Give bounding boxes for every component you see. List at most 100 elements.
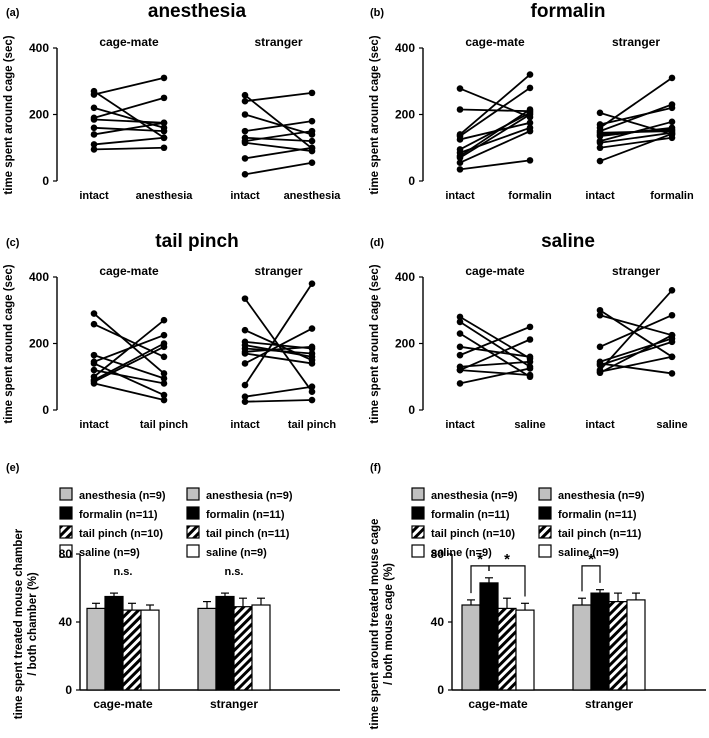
data-point: [160, 119, 168, 127]
data-point: [668, 338, 676, 346]
subject-line: [244, 345, 313, 353]
x-tick-label: intact: [230, 419, 260, 431]
legend-label: formalin (n=11): [206, 509, 285, 521]
legend-swatch: [59, 525, 73, 539]
group-label: stranger: [612, 264, 660, 278]
subject-line: [599, 106, 673, 126]
x-tick-label: formalin: [650, 190, 694, 202]
data-point: [456, 380, 464, 387]
group-label: cage-mate: [99, 264, 159, 278]
legend-swatch: [411, 544, 425, 558]
subject-line: [93, 323, 165, 358]
legend-swatch: [59, 487, 73, 501]
data-point: [241, 295, 249, 302]
data-point: [596, 139, 604, 147]
legend-label: saline (n=9): [431, 547, 492, 559]
legend-swatch: [538, 506, 552, 520]
legend-swatch: [59, 544, 73, 558]
subject-line: [599, 136, 673, 149]
bar-saline: [515, 609, 535, 691]
data-point: [526, 127, 534, 135]
significance-bracket: [488, 565, 526, 597]
data-point: [90, 131, 98, 138]
subject-line: [244, 130, 313, 142]
group-label: stranger: [254, 264, 302, 278]
y-axis-label-line: time spent treated mouse chamber: [13, 528, 25, 719]
data-point: [596, 369, 604, 377]
data-point: [526, 371, 534, 379]
legend-label: formalin (n=11): [431, 509, 510, 521]
subject-line: [93, 354, 165, 380]
data-point: [90, 360, 98, 367]
data-point: [90, 91, 98, 98]
data-point: [668, 370, 676, 377]
data-point: [308, 350, 316, 357]
data-point: [241, 350, 249, 357]
data-point: [596, 361, 604, 369]
data-point: [308, 117, 316, 125]
data-point: [241, 127, 249, 135]
subject-line: [459, 326, 531, 356]
subject-line: [244, 347, 313, 355]
legend-swatch: [538, 487, 552, 501]
panel-d: (d) saline time spent around cage (sec) 0 20…: [369, 231, 688, 431]
data-point: [160, 144, 168, 152]
x-tick-label: intact: [585, 419, 615, 431]
subject-line: [599, 77, 673, 129]
data-point: [308, 388, 316, 396]
panel-label: (b): [370, 7, 384, 19]
subject-line: [459, 113, 531, 159]
data-point: [456, 351, 464, 359]
data-point: [526, 106, 534, 113]
legend-label: formalin (n=11): [79, 509, 158, 521]
x-category-label: stranger: [210, 697, 258, 711]
legend-label: saline (n=9): [206, 547, 267, 559]
subject-line: [93, 312, 165, 375]
y-tick-label: 400: [29, 41, 49, 55]
data-point: [456, 330, 464, 337]
subject-line: [599, 355, 673, 373]
subject-line: [244, 161, 313, 176]
subject-line: [244, 283, 313, 386]
data-point: [456, 106, 464, 113]
subject-line: [599, 314, 673, 337]
significance-star: *: [504, 551, 510, 568]
data-point: [596, 109, 604, 117]
subject-line: [244, 94, 313, 150]
data-point: [241, 398, 249, 405]
data-point: [456, 318, 464, 326]
subject-line: [93, 342, 165, 381]
significance-bracket: [581, 565, 601, 592]
legend-swatch: [186, 506, 200, 520]
subject-line: [93, 146, 165, 151]
group-label: cage-mate: [99, 35, 159, 49]
data-point: [456, 159, 464, 167]
subject-line: [459, 367, 531, 385]
y-axis-label: time spent treated mouse chamber / both c…: [13, 528, 39, 719]
subject-line: [599, 132, 673, 162]
x-tick-label: formalin: [508, 190, 552, 202]
y-tick-label: 200: [29, 337, 49, 351]
data-point: [308, 280, 316, 287]
subject-line: [599, 289, 673, 371]
group-label: cage-mate: [465, 264, 525, 278]
data-point: [596, 343, 604, 351]
y-axis-label-line: time spent around treated mouse cage: [369, 519, 381, 730]
data-point: [668, 101, 676, 108]
subject-line: [244, 113, 313, 136]
data-point: [160, 127, 168, 135]
data-point: [160, 134, 168, 142]
x-tick-label: saline: [514, 419, 545, 431]
data-point: [160, 316, 168, 324]
y-tick-label: 400: [395, 41, 415, 55]
data-point: [160, 74, 168, 82]
bar-formalin: [104, 595, 124, 691]
data-point: [241, 111, 249, 118]
x-tick-label: intact: [230, 190, 260, 202]
y-tick-label: 200: [395, 337, 415, 351]
subject-line: [459, 321, 531, 368]
subject-line: [244, 136, 313, 142]
y-tick-label: 200: [395, 108, 415, 122]
legend-swatch: [411, 506, 425, 520]
data-point: [526, 111, 534, 118]
